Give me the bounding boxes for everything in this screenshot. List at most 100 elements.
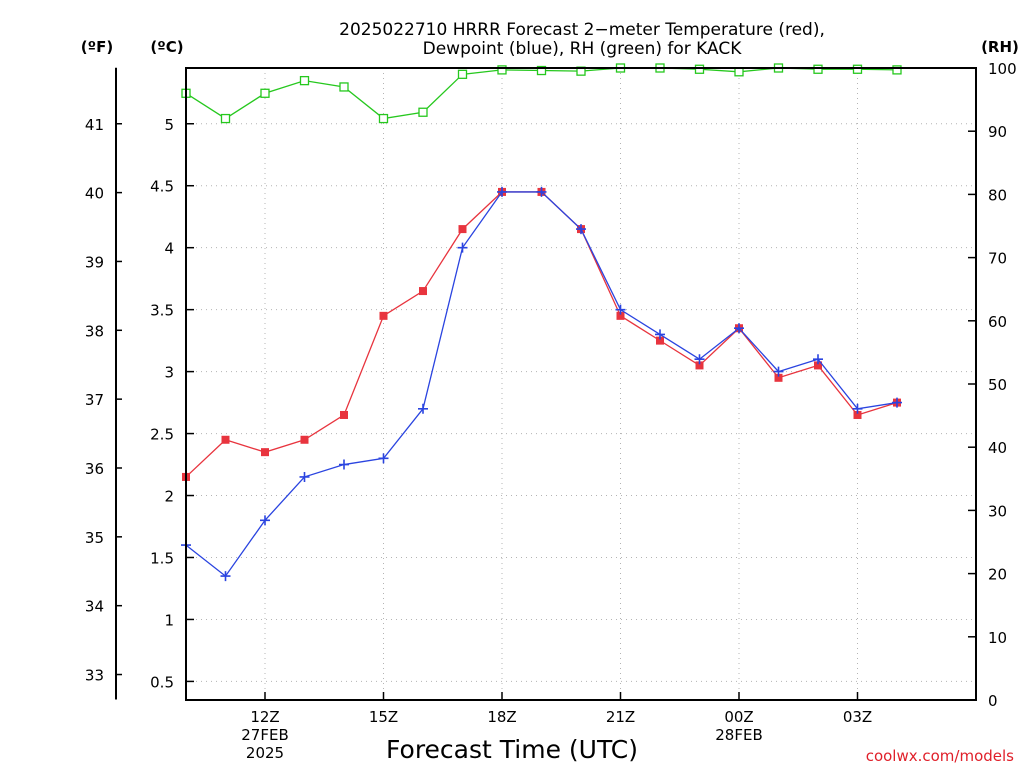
celsius-tick-label: 4 [164, 240, 174, 258]
data-point [536, 186, 547, 197]
celsius-tick-label: 3.5 [150, 302, 174, 320]
celsius-tick-label: 3 [164, 364, 174, 382]
data-point [418, 107, 428, 117]
x-tick-label: 28FEB [715, 726, 762, 744]
celsius-tick-label: 5 [164, 116, 174, 134]
data-point [853, 410, 862, 419]
source-credit: coolwx.com/models [866, 747, 1014, 765]
data-point [379, 311, 388, 320]
data-point [892, 65, 902, 75]
rh-tick-label: 100 [988, 60, 1017, 78]
celsius-tick-label: 1.5 [150, 549, 174, 567]
rh-tick-label: 40 [988, 439, 1007, 457]
rh-tick-label: 70 [988, 250, 1007, 268]
series-celsius-filled-square [182, 187, 901, 481]
chart-title-line1: 2025022710 HRRR Forecast 2−meter Tempera… [339, 20, 825, 40]
data-point [378, 113, 389, 124]
data-point [694, 354, 705, 365]
data-point [260, 88, 270, 98]
x-axis-title: Forecast Time (UTC) [386, 735, 638, 764]
rh-tick-label: 80 [988, 186, 1007, 204]
data-point [339, 82, 349, 92]
celsius-axis-label: (ºC) [150, 38, 183, 56]
data-point [497, 65, 507, 75]
data-point [340, 410, 348, 419]
plot-frame [185, 67, 977, 701]
data-point [576, 224, 586, 235]
data-point [457, 69, 468, 79]
x-tick-label: 15Z [369, 708, 398, 726]
data-point [418, 403, 428, 414]
data-point [773, 366, 784, 377]
axes: 0.5 1 1.5 2 2.5 3 3.5 4 4.5 5 33 34 35 36 37 38 39 40 41 0 1… [85, 60, 1017, 762]
series-celsius-plus [181, 186, 902, 582]
data-point [419, 287, 427, 296]
fahrenheit-tick-label: 36 [85, 460, 104, 478]
rh-tick-label: 0 [988, 692, 998, 710]
data-point [458, 225, 467, 234]
fahrenheit-tick-label: 38 [85, 322, 104, 340]
fahrenheit-tick-label: 41 [85, 116, 104, 134]
data-point [813, 354, 823, 365]
fahrenheit-tick-label: 37 [85, 391, 104, 409]
data-point [852, 403, 863, 414]
series-line [185, 191, 898, 578]
data-point [220, 113, 231, 124]
rh-tick-label: 60 [988, 313, 1007, 331]
data-point [814, 361, 822, 370]
data-point [261, 448, 269, 457]
celsius-tick-label: 0.5 [150, 673, 174, 691]
x-tick-label: 2025 [246, 744, 284, 762]
data-point [694, 64, 705, 74]
fahrenheit-tick-label: 39 [85, 253, 104, 271]
data-point [655, 329, 665, 340]
x-tick-label: 18Z [487, 708, 516, 726]
x-tick-label: 12Z [250, 708, 279, 726]
series-rh-open-square [181, 63, 902, 124]
x-tick-label: 03Z [843, 708, 872, 726]
celsius-tick-label: 4.5 [150, 178, 174, 196]
data-point [299, 471, 310, 482]
rh-tick-label: 10 [988, 629, 1007, 647]
data-point [299, 75, 310, 86]
celsius-tick-label: 2.5 [150, 426, 174, 444]
data-point [695, 361, 704, 370]
rh-tick-label: 90 [988, 123, 1007, 141]
data-point [220, 571, 231, 582]
data-point [378, 453, 389, 464]
data-point [300, 435, 309, 444]
rh-tick-label: 50 [988, 376, 1007, 394]
fahrenheit-tick-label: 33 [85, 667, 104, 685]
series-line [185, 67, 898, 120]
data-point [734, 323, 744, 334]
fahrenheit-tick-label: 34 [85, 598, 104, 616]
data-point [457, 242, 468, 253]
data-point [892, 397, 902, 408]
rh-tick-label: 30 [988, 502, 1007, 520]
data-point [616, 311, 625, 320]
data-series [181, 63, 902, 582]
series-line [185, 191, 898, 478]
rh-axis-label: (RH) [981, 38, 1019, 56]
data-point [774, 373, 783, 382]
data-point [656, 336, 664, 345]
chart-title-line2: Dewpoint (blue), RH (green) for KACK [423, 39, 743, 59]
data-point [615, 304, 626, 315]
data-point [852, 64, 863, 74]
data-point [813, 64, 823, 74]
celsius-tick-label: 2 [164, 488, 174, 506]
rh-tick-label: 20 [988, 566, 1007, 584]
data-point [260, 515, 270, 526]
x-tick-label: 27FEB [241, 726, 288, 744]
fahrenheit-axis-label: (ºF) [81, 38, 113, 56]
data-point [221, 435, 230, 444]
x-tick-label: 21Z [606, 708, 635, 726]
data-point [536, 65, 547, 76]
gridlines [186, 68, 976, 700]
x-tick-label: 00Z [724, 708, 753, 726]
fahrenheit-tick-label: 35 [85, 529, 104, 547]
data-point [339, 459, 349, 470]
data-point [497, 186, 507, 197]
fahrenheit-tick-label: 40 [85, 185, 104, 203]
